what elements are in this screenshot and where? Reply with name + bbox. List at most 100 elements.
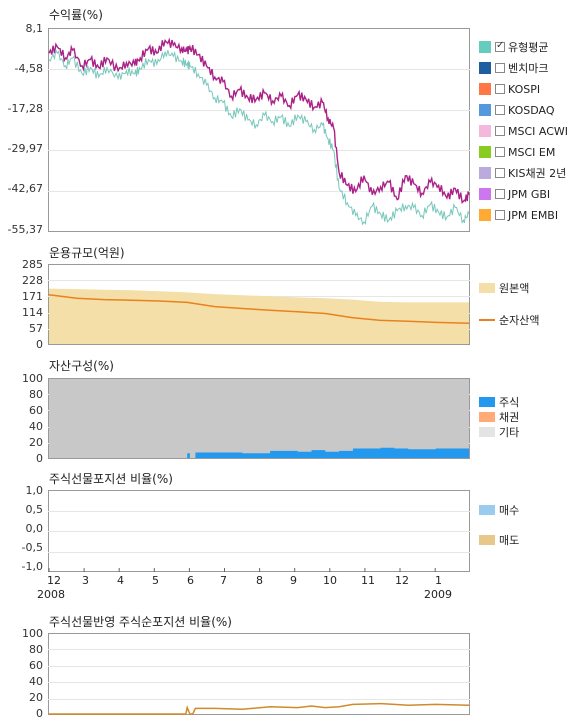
stocks-area [49, 447, 469, 458]
legend-label: 채권 [499, 411, 520, 424]
legend-label: 원본액 [499, 282, 530, 295]
legend-label: JPM GBI [508, 187, 551, 201]
legend-label: KOSDAQ [508, 103, 555, 117]
y-tick: 20 [29, 436, 43, 449]
y-tick: 100 [22, 372, 43, 385]
legend-item-bonds: 채권 [479, 410, 519, 424]
asset-composition-plot [48, 378, 470, 459]
legend-label: JPM EMBI [508, 208, 559, 222]
legend-item-benchmark[interactable]: 벤치마크 [479, 61, 548, 75]
y-tick: 0 [36, 707, 43, 720]
legend-checkbox[interactable] [495, 126, 505, 136]
legend-item-kis-bond[interactable]: KIS채권 2년 [479, 166, 566, 180]
legend-item-buy: 매수 [479, 503, 519, 517]
legend-item-type-average[interactable]: 유형평균 [479, 40, 548, 54]
futures-position-chart-title: 주식선물포지션 비율(%) [49, 472, 173, 486]
year-label: 2008 [37, 588, 65, 601]
legend-checkbox[interactable] [495, 40, 505, 52]
legend-swatch [479, 146, 491, 158]
returns-plot [48, 28, 470, 232]
y-tick: -1,0 [21, 560, 43, 573]
legend-swatch [479, 319, 495, 321]
y-tick: 0,0 [25, 522, 44, 535]
y-tick: 0 [36, 338, 43, 351]
legend-swatch [479, 209, 491, 221]
plot-frame [48, 633, 470, 715]
y-tick: 60 [29, 404, 43, 417]
legend-swatch [479, 104, 491, 116]
y-tick: 57 [29, 322, 43, 335]
x-tick: 4 [117, 574, 124, 587]
legend-swatch [479, 283, 495, 293]
y-tick: -0,5 [21, 541, 43, 554]
net-position-line [49, 702, 470, 715]
legend-label: KIS채권 2년 [508, 167, 567, 180]
legend-item-jpm-embi[interactable]: JPM EMBI [479, 208, 558, 222]
legend-swatch [479, 125, 491, 137]
legend-item-other: 기타 [479, 425, 519, 439]
x-tick: 12 [395, 574, 409, 587]
y-tick: 0,5 [25, 503, 44, 516]
y-tick: 0 [36, 452, 43, 465]
y-tick: -29,97 [7, 142, 43, 155]
legend-swatch [479, 167, 491, 179]
legend-checkbox[interactable] [495, 147, 505, 157]
y-tick: 40 [29, 420, 43, 433]
legend-label: MSCI ACWI [508, 124, 569, 138]
legend-checkbox[interactable] [495, 105, 505, 115]
legend-swatch [479, 427, 495, 437]
y-tick: 100 [22, 627, 43, 640]
y-tick: 80 [29, 643, 43, 656]
legend-checkbox[interactable] [495, 63, 505, 73]
series-line-type-average [48, 48, 470, 226]
legend-label: 매수 [499, 504, 520, 517]
legend-label: 유형평균 [508, 41, 549, 54]
legend-checkbox[interactable] [495, 189, 505, 199]
x-tick: 5 [152, 574, 159, 587]
y-tick: 40 [29, 675, 43, 688]
legend-item-jpm-gbi[interactable]: JPM GBI [479, 187, 550, 201]
legend-item-msci-acwi[interactable]: MSCI ACWI [479, 124, 568, 138]
legend-checkbox[interactable] [495, 84, 505, 94]
returns-chart-title: 수익률(%) [49, 8, 103, 22]
plot-frame [48, 28, 470, 232]
legend-label: 순자산액 [499, 314, 540, 327]
legend-label: 매도 [499, 534, 520, 547]
series-line-fund [48, 37, 470, 204]
legend-item-kospi[interactable]: KOSPI [479, 82, 540, 96]
legend-swatch [479, 397, 495, 407]
x-tick: 1 [435, 574, 442, 587]
principal-area [49, 288, 469, 344]
x-tick: 9 [290, 574, 297, 587]
x-tick: 6 [187, 574, 194, 587]
legend-checkbox[interactable] [495, 210, 505, 220]
y-tick: 114 [22, 306, 43, 319]
legend-item-sell: 매도 [479, 533, 519, 547]
legend-item-kosdaq[interactable]: KOSDAQ [479, 103, 555, 117]
fund-size-plot [48, 264, 470, 345]
x-tick: 7 [220, 574, 227, 587]
legend-swatch [479, 412, 495, 422]
legend-label: 벤치마크 [508, 62, 549, 75]
y-tick: -4,58 [14, 62, 43, 75]
legend-label: MSCI EM [508, 145, 556, 159]
other-area [49, 379, 469, 458]
legend-item-msci-em[interactable]: MSCI EM [479, 145, 555, 159]
fund-size-chart-title: 운용규모(억원) [49, 246, 125, 260]
net-position-plot [48, 633, 470, 715]
y-tick: 228 [22, 274, 43, 287]
legend-swatch [479, 62, 491, 74]
legend-swatch [479, 535, 495, 545]
legend-checkbox[interactable] [495, 168, 505, 178]
net-assets-line [48, 293, 470, 324]
y-tick: 20 [29, 691, 43, 704]
y-tick: 60 [29, 659, 43, 672]
y-tick: -55,37 [7, 223, 43, 236]
legend-label: KOSPI [508, 82, 541, 96]
y-tick: 80 [29, 388, 43, 401]
x-tick: 11 [361, 574, 375, 587]
legend-label: 주식 [499, 396, 520, 409]
year-label: 2009 [424, 588, 452, 601]
legend-item-net-assets: 순자산액 [479, 313, 539, 327]
x-tick: 12 [47, 574, 61, 587]
